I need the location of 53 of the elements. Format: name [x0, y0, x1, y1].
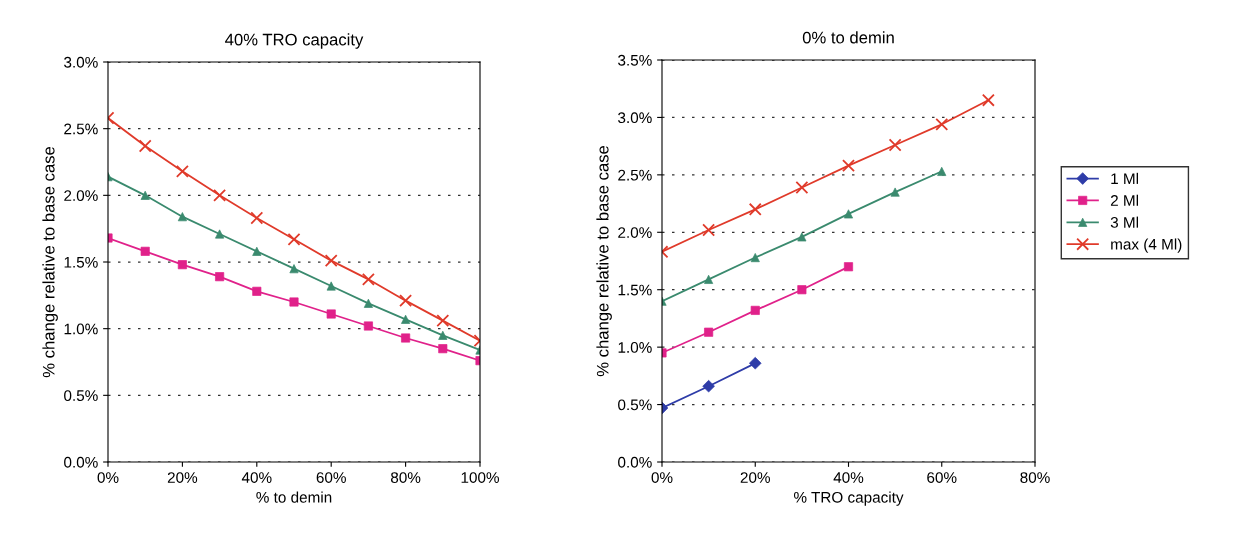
y-tick-label: 2.5% — [618, 169, 652, 181]
y-tick-label: 0.0% — [618, 456, 652, 468]
y-tick-label: 3.0% — [64, 56, 98, 68]
chart-title: 0% to demin — [802, 31, 894, 44]
x-tick-label: 60% — [927, 472, 957, 483]
legend-label: 3 Ml — [1110, 216, 1139, 228]
point — [795, 181, 809, 194]
y-tick-label: 2.0% — [618, 227, 652, 238]
y-tick-label: 1.0% — [64, 323, 98, 335]
y-tick-label: 1.5% — [618, 284, 652, 296]
y-axis-title: % change relative to base case — [596, 145, 612, 377]
y-tick-label: 0.5% — [64, 390, 98, 402]
y-tick-label: 3.0% — [618, 112, 652, 124]
point — [748, 202, 762, 216]
y-tick-label: 0.0% — [64, 456, 98, 468]
y-tick-label: 3.5% — [618, 54, 652, 66]
point — [287, 232, 301, 246]
x-tick-label: 80% — [390, 472, 421, 483]
y-tick-label: 2.0% — [64, 190, 98, 202]
x-tick-label: 40% — [241, 472, 272, 483]
point — [175, 164, 189, 178]
point — [888, 138, 902, 152]
y-tick-label: 2.5% — [64, 123, 98, 135]
point — [842, 159, 855, 173]
point — [399, 294, 413, 308]
x-tick-label: 0% — [651, 472, 673, 483]
point — [702, 223, 716, 237]
x-tick-label: 20% — [167, 472, 198, 483]
point — [361, 272, 375, 286]
y-tick-label: 1.5% — [64, 256, 98, 268]
x-tick-label: 60% — [316, 472, 346, 483]
x-axis-title: % TRO capacity — [794, 491, 904, 506]
point — [138, 139, 152, 153]
x-tick-label: 0% — [97, 472, 119, 483]
point — [704, 274, 714, 284]
point — [436, 314, 450, 328]
point — [250, 211, 264, 225]
y-tick-label: 0.5% — [618, 399, 652, 411]
point — [213, 188, 227, 202]
point — [981, 93, 995, 107]
x-tick-label: 40% — [833, 472, 864, 483]
y-tick-label: 1.0% — [618, 342, 652, 353]
legend-label: 1 Ml — [1111, 172, 1139, 184]
x-tick-label: 100% — [461, 472, 499, 483]
point — [324, 254, 338, 268]
x-axis-title: % to demin — [256, 491, 332, 503]
legend-label: 2 Ml — [1110, 194, 1139, 206]
point — [935, 117, 949, 131]
y-axis-title: % change relative to base case — [42, 146, 58, 378]
x-tick-label: 20% — [740, 472, 770, 483]
x-tick-label: 80% — [1020, 472, 1050, 483]
legend-label: max (4 Ml) — [1111, 238, 1182, 253]
chart-title: 40% TRO capacity — [225, 33, 364, 49]
